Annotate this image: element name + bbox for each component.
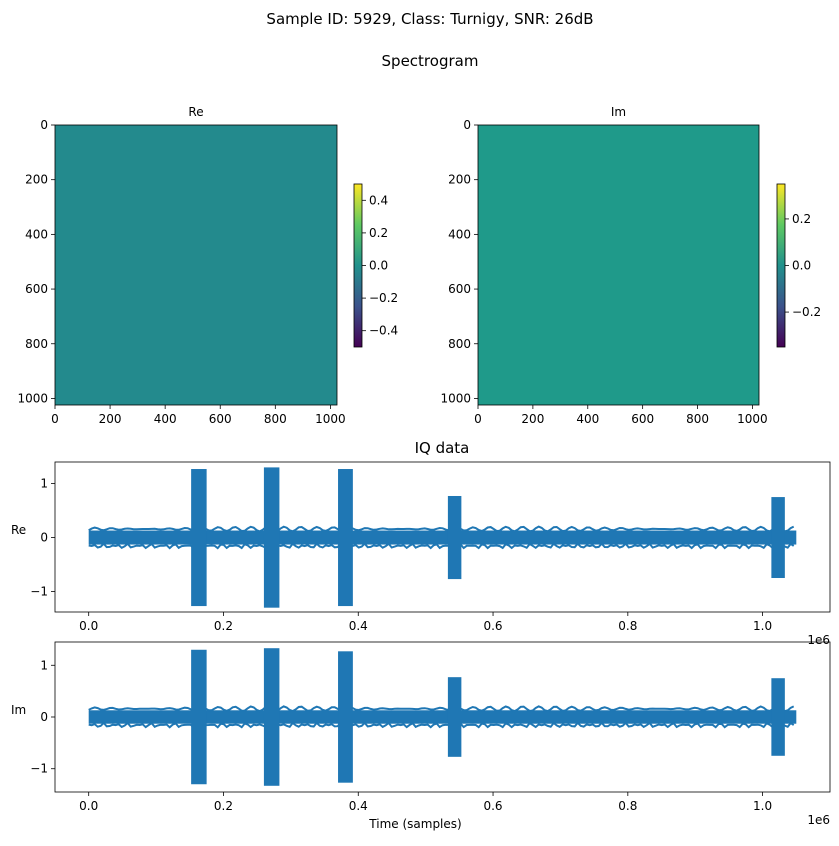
x-tick-label: 1000 — [737, 412, 768, 426]
y-tick-label: 0 — [40, 531, 48, 545]
x-tick-label: 0.0 — [79, 799, 98, 813]
x-tick-label: 1.0 — [753, 619, 772, 633]
iq-xlabel: Time (samples) — [368, 817, 461, 831]
colorbar-tick-label: 0.4 — [369, 193, 388, 207]
y-tick-label: 0 — [463, 118, 471, 132]
y-tick-label: 1000 — [440, 391, 471, 405]
y-tick-label: 800 — [25, 337, 48, 351]
signal-burst — [191, 649, 207, 785]
x-tick-label: 200 — [521, 412, 544, 426]
iq-title: IQ data — [415, 439, 470, 457]
y-tick-label: 600 — [25, 282, 48, 296]
x-tick-label: 800 — [264, 412, 287, 426]
x-tick-label: 0.8 — [618, 619, 637, 633]
x-tick-label: 600 — [631, 412, 654, 426]
colorbar-tick-label: −0.2 — [369, 291, 398, 305]
colorbar-tick-label: 0.0 — [792, 259, 811, 273]
signal-burst — [447, 495, 462, 580]
heatmap-frame — [477, 124, 760, 406]
x-tick-label: 0.6 — [483, 619, 502, 633]
y-tick-label: 200 — [25, 173, 48, 187]
signal-burst — [771, 678, 785, 756]
x-tick-label: 0.4 — [349, 619, 368, 633]
x-tick-label: 1000 — [315, 412, 346, 426]
y-tick-label: 0 — [40, 710, 48, 724]
y-tick-label: 1000 — [17, 391, 48, 405]
heatmap-image — [55, 125, 337, 405]
y-tick-label: 400 — [448, 227, 471, 241]
colorbar-tick-label: 0.2 — [369, 226, 388, 240]
x-tick-label: 0 — [474, 412, 482, 426]
x-tick-label: 800 — [686, 412, 709, 426]
heatmap-title: Im — [611, 105, 626, 119]
x-tick-label: 1.0 — [753, 799, 772, 813]
y-tick-label: 400 — [25, 227, 48, 241]
x-tick-label: 0.2 — [214, 799, 233, 813]
signal-burst — [263, 648, 280, 786]
signal-burst — [447, 677, 462, 757]
signal-burst — [338, 469, 353, 607]
y-tick-label: 1 — [40, 477, 48, 491]
y-tick-label: 200 — [448, 173, 471, 187]
y-tick-label: 0 — [40, 118, 48, 132]
y-tick-label: −1 — [30, 584, 48, 598]
signal-burst — [263, 467, 280, 608]
x-tick-label: 200 — [99, 412, 122, 426]
signal-burst — [191, 469, 207, 607]
x-tick-label: 0 — [51, 412, 59, 426]
y-tick-label: 1 — [40, 658, 48, 672]
x-tick-label: 400 — [576, 412, 599, 426]
colorbar — [777, 184, 785, 347]
signal-burst — [338, 651, 353, 783]
colorbar-tick-label: −0.4 — [369, 324, 398, 338]
y-tick-label: −1 — [30, 762, 48, 776]
iq-ylabel: Re — [11, 523, 26, 537]
figure-suptitle: Sample ID: 5929, Class: Turnigy, SNR: 26… — [266, 10, 593, 28]
x-tick-label: 400 — [154, 412, 177, 426]
signal-burst — [771, 497, 785, 579]
heatmap-image — [478, 125, 759, 405]
heatmap-title: Re — [188, 105, 203, 119]
colorbar — [354, 184, 362, 347]
x-tick-label: 0.0 — [79, 619, 98, 633]
y-tick-label: 600 — [448, 282, 471, 296]
spectrogram-title: Spectrogram — [382, 52, 479, 70]
colorbar-tick-label: −0.2 — [792, 305, 821, 319]
x-tick-label: 0.6 — [483, 799, 502, 813]
x-offset-label: 1e6 — [807, 633, 830, 647]
iq-axes-frame — [54, 461, 831, 613]
x-tick-label: 0.8 — [618, 799, 637, 813]
colorbar-tick-label: 0.0 — [369, 259, 388, 273]
iq-ylabel: Im — [11, 703, 26, 717]
x-tick-label: 0.2 — [214, 619, 233, 633]
x-offset-label: 1e6 — [807, 813, 830, 827]
x-tick-label: 600 — [209, 412, 232, 426]
heatmap-frame — [54, 124, 338, 406]
y-tick-label: 800 — [448, 337, 471, 351]
x-tick-label: 0.4 — [349, 799, 368, 813]
colorbar-tick-label: 0.2 — [792, 212, 811, 226]
